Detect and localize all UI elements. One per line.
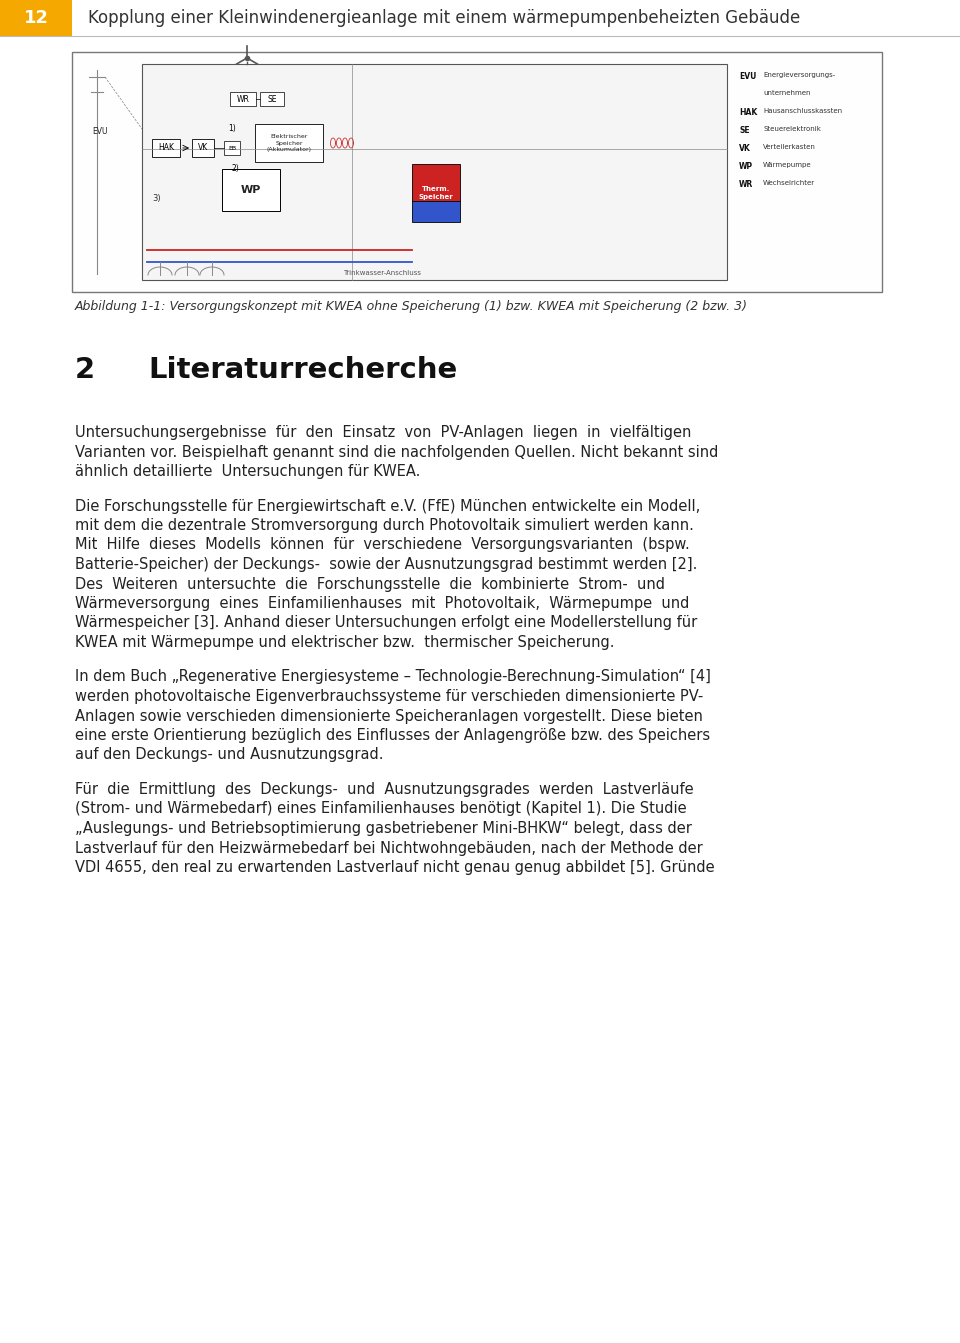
Text: WR: WR xyxy=(739,180,754,189)
Text: Verteilerkasten: Verteilerkasten xyxy=(763,144,816,150)
Text: Elektrischer
Speicher
(Akkumulator): Elektrischer Speicher (Akkumulator) xyxy=(267,134,311,152)
Text: Hausanschlusskassten: Hausanschlusskassten xyxy=(763,107,842,114)
Text: Anlagen sowie verschieden dimensionierte Speicheranlagen vorgestellt. Diese biet: Anlagen sowie verschieden dimensionierte… xyxy=(75,709,703,724)
Text: 2: 2 xyxy=(75,356,95,384)
Text: WP: WP xyxy=(739,163,754,171)
Bar xyxy=(412,201,460,222)
Bar xyxy=(260,93,284,106)
Text: Wechselrichter: Wechselrichter xyxy=(763,180,815,185)
Text: VDI 4655, den real zu erwartenden Lastverlauf nicht genau genug abbildet [5]. Gr: VDI 4655, den real zu erwartenden Lastve… xyxy=(75,860,714,876)
Bar xyxy=(142,64,727,279)
Bar xyxy=(152,138,180,157)
Bar xyxy=(222,169,280,211)
Bar xyxy=(224,141,240,154)
Text: werden photovoltaische Eigenverbrauchssysteme für verschieden dimensionierte PV-: werden photovoltaische Eigenverbrauchssy… xyxy=(75,689,704,704)
Text: Wärmepumpe: Wärmepumpe xyxy=(763,163,811,168)
Text: auf den Deckungs- und Ausnutzungsgrad.: auf den Deckungs- und Ausnutzungsgrad. xyxy=(75,748,383,763)
Text: KWEA mit Wärmepumpe und elektrischer bzw.  thermischer Speicherung.: KWEA mit Wärmepumpe und elektrischer bzw… xyxy=(75,635,614,650)
Text: In dem Buch „Regenerative Energiesysteme – Technologie-Berechnung-Simulation“ [4: In dem Buch „Regenerative Energiesysteme… xyxy=(75,670,710,685)
Text: Trinkwasser-Anschluss: Trinkwasser-Anschluss xyxy=(343,270,421,277)
Text: EVU: EVU xyxy=(92,126,108,136)
Text: „Auslegungs- und Betriebsoptimierung gasbetriebener Mini-BHKW“ belegt, dass der: „Auslegungs- und Betriebsoptimierung gas… xyxy=(75,821,692,835)
Text: SE: SE xyxy=(267,94,276,103)
Text: SE: SE xyxy=(739,126,750,136)
Text: Die Forschungsstelle für Energiewirtschaft e.V. (FfE) München entwickelte ein Mo: Die Forschungsstelle für Energiewirtscha… xyxy=(75,498,700,513)
Text: 3): 3) xyxy=(152,195,160,204)
Text: 1): 1) xyxy=(228,125,236,133)
Text: eine erste Orientierung bezüglich des Einflusses der Anlagengröße bzw. des Speic: eine erste Orientierung bezüglich des Ei… xyxy=(75,728,710,743)
Text: Mit  Hilfe  dieses  Modells  können  für  verschiedene  Versorgungsvarianten  (b: Mit Hilfe dieses Modells können für vers… xyxy=(75,537,689,552)
Bar xyxy=(412,164,460,201)
Text: VK: VK xyxy=(739,144,751,153)
Bar xyxy=(72,52,882,291)
Text: Abbildung 1-1: Versorgungskonzept mit KWEA ohne Speicherung (1) bzw. KWEA mit Sp: Abbildung 1-1: Versorgungskonzept mit KW… xyxy=(75,299,748,313)
Text: ähnlich detaillierte  Untersuchungen für KWEA.: ähnlich detaillierte Untersuchungen für … xyxy=(75,463,420,479)
Bar xyxy=(230,93,256,106)
Text: Untersuchungsergebnisse  für  den  Einsatz  von  PV-Anlagen  liegen  in  vielfäl: Untersuchungsergebnisse für den Einsatz … xyxy=(75,424,691,441)
Text: HAK: HAK xyxy=(158,144,174,153)
Text: EB: EB xyxy=(228,145,236,150)
Text: Lastverlauf für den Heizwärmebedarf bei Nichtwohngebäuden, nach der Methode der: Lastverlauf für den Heizwärmebedarf bei … xyxy=(75,841,703,855)
Text: (Strom- und Wärmebedarf) eines Einfamilienhauses benötigt (Kapitel 1). Die Studi: (Strom- und Wärmebedarf) eines Einfamili… xyxy=(75,802,686,817)
Text: Wärmeversorgung  eines  Einfamilienhauses  mit  Photovoltaik,  Wärmepumpe  und: Wärmeversorgung eines Einfamilienhauses … xyxy=(75,596,689,611)
Text: EVU: EVU xyxy=(739,73,756,81)
Bar xyxy=(0,0,72,36)
Text: Literaturrecherche: Literaturrecherche xyxy=(148,356,457,384)
Text: WR: WR xyxy=(236,94,250,103)
Text: 12: 12 xyxy=(23,9,49,27)
Text: 2): 2) xyxy=(232,164,240,172)
Bar xyxy=(255,124,323,163)
Text: Wärmespeicher [3]. Anhand dieser Untersuchungen erfolgt eine Modellerstellung fü: Wärmespeicher [3]. Anhand dieser Untersu… xyxy=(75,615,697,630)
Text: mit dem die dezentrale Stromversorgung durch Photovoltaik simuliert werden kann.: mit dem die dezentrale Stromversorgung d… xyxy=(75,518,694,533)
Text: Des  Weiteren  untersuchte  die  Forschungsstelle  die  kombinierte  Strom-  und: Des Weiteren untersuchte die Forschungss… xyxy=(75,576,665,591)
Text: unternehmen: unternehmen xyxy=(763,90,810,95)
Text: Therm.
Speicher: Therm. Speicher xyxy=(419,187,453,200)
Text: Varianten vor. Beispielhaft genannt sind die nachfolgenden Quellen. Nicht bekann: Varianten vor. Beispielhaft genannt sind… xyxy=(75,445,718,459)
Text: Für  die  Ermittlung  des  Deckungs-  und  Ausnutzungsgrades  werden  Lastverläu: Für die Ermittlung des Deckungs- und Aus… xyxy=(75,782,694,796)
Text: Kopplung einer Kleinwindenergieanlage mit einem wärmepumpenbeheizten Gebäude: Kopplung einer Kleinwindenergieanlage mi… xyxy=(88,9,801,27)
Text: VK: VK xyxy=(198,144,208,153)
Text: HAK: HAK xyxy=(739,107,757,117)
Bar xyxy=(192,138,214,157)
Text: Steuerelektronik: Steuerelektronik xyxy=(763,126,821,132)
Text: Batterie-Speicher) der Deckungs-  sowie der Ausnutzungsgrad bestimmt werden [2].: Batterie-Speicher) der Deckungs- sowie d… xyxy=(75,557,697,572)
Text: WP: WP xyxy=(241,185,261,195)
Text: Energieversorgungs-: Energieversorgungs- xyxy=(763,73,835,78)
